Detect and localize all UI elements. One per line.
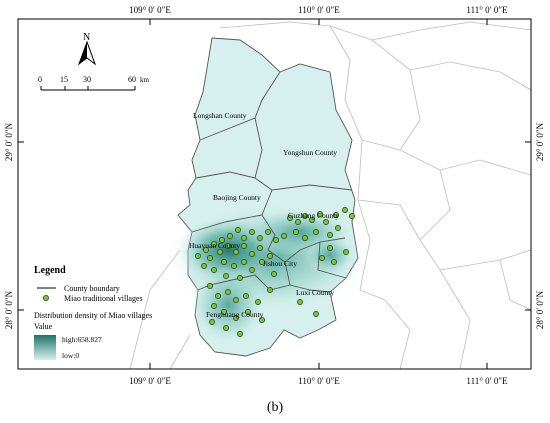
county-label-jishou: Jishou City: [263, 259, 297, 268]
county-label-baojing: Baojing County: [213, 193, 261, 202]
legend-village-symbol: [43, 295, 49, 301]
scale-tick-60: 60: [128, 75, 136, 84]
top-tick-label: 110° 0′ 0″E: [298, 5, 340, 15]
scale-tick-30: 30: [83, 75, 91, 84]
top-tick-label: 109° 0′ 0″E: [129, 5, 171, 15]
village-points: [195, 207, 355, 337]
left-tick-label: 29° 0′ 0″N: [4, 122, 14, 161]
legend-value-label: Value: [34, 322, 53, 331]
legend-color-ramp: [34, 335, 56, 360]
legend-boundary-label: County boundary: [64, 284, 120, 293]
county-label-yongshun: Yongshun County: [283, 148, 337, 157]
bottom-tick-label: 111° 0′ 0″E: [466, 376, 508, 386]
county-boundaries: [191, 71, 353, 293]
scale-unit: km: [140, 76, 150, 84]
county-label-fenghuang: Fenghuang County: [206, 310, 264, 319]
scale-tick-0: 0: [38, 75, 42, 84]
legend: Legend County boundary Miao traditional …: [34, 265, 152, 360]
legend-low-label: low:0: [62, 351, 79, 360]
bottom-tick-label: 110° 0′ 0″E: [298, 376, 340, 386]
legend-high-label: high:658.827: [62, 335, 102, 344]
legend-density-title: Distribution density of Miao villages: [34, 311, 152, 320]
county-label-guzhang: Guzhang County: [288, 211, 339, 220]
county-label-longshan: Longshan County: [193, 111, 247, 120]
scale-bar: 0 15 30 60 km: [38, 75, 150, 91]
graticule-ticks: [18, 19, 531, 369]
north-arrow: N: [77, 32, 97, 66]
top-tick-label: 111° 0′ 0″E: [466, 5, 508, 15]
legend-title: Legend: [34, 265, 66, 276]
county-label-huayuan: Huayuan County: [189, 241, 240, 250]
right-tick-label: 28° 0′ 0″N: [535, 290, 545, 329]
bottom-tick-label: 109° 0′ 0″E: [129, 376, 171, 386]
north-arrow-label: N: [83, 32, 90, 43]
left-tick-label: 28° 0′ 0″N: [4, 290, 14, 329]
right-tick-label: 29° 0′ 0″N: [535, 122, 545, 161]
legend-village-label: Miao traditional villages: [64, 294, 143, 303]
county-label-luxi: Luxi County: [296, 288, 334, 297]
figure-caption: (b): [266, 400, 284, 415]
scale-tick-15: 15: [60, 75, 68, 84]
outside-boundaries: [129, 21, 531, 369]
